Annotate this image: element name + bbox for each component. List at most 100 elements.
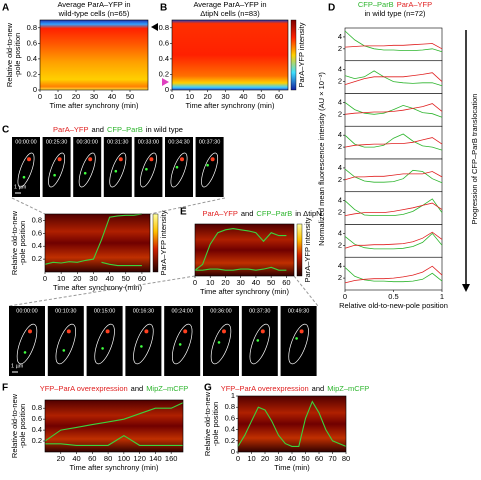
- parB-signal: [295, 337, 298, 340]
- series-line: [344, 231, 443, 249]
- y-tick-label: 0.4: [225, 425, 235, 434]
- y-tick-label: 4: [338, 97, 342, 106]
- parB-signal: [23, 351, 27, 354]
- parB-signal: [53, 173, 56, 177]
- plot-frame: [44, 213, 151, 273]
- title-part: YFP–ParA overexpression: [221, 384, 309, 393]
- parB-signal: [175, 165, 179, 169]
- frame-time: 00:33:00: [138, 139, 159, 145]
- x-tick-label: 30: [221, 92, 229, 101]
- series-line: [344, 102, 443, 118]
- x-tick-label: 40: [252, 278, 260, 287]
- scale-label: 1 µm: [11, 363, 24, 369]
- chart-title: YFP–ParA overexpression and MipZ–mCFP: [221, 384, 370, 393]
- series-line: [44, 213, 142, 265]
- heatmap: [172, 20, 288, 90]
- title-part: MipZ–mCFP: [146, 384, 188, 393]
- parA-signal: [260, 329, 265, 334]
- x-tick-label: 30: [237, 278, 245, 287]
- y-tick-label: 4: [338, 261, 342, 270]
- y-tick-label: 0.8: [27, 23, 37, 32]
- series-line: [44, 402, 184, 442]
- frame-time: 00:16:30: [133, 308, 154, 314]
- series-line: [344, 168, 443, 184]
- y-axis-label: Relative old-to-new: [10, 210, 19, 275]
- x-tick-label: 0: [170, 92, 174, 101]
- heatmap: [195, 224, 294, 276]
- x-tick-label: 10: [54, 92, 62, 101]
- parB-signal: [22, 175, 26, 179]
- microscopy-frame: [86, 306, 123, 376]
- colorbar: [152, 213, 159, 273]
- parA-signal: [222, 329, 226, 334]
- frame-time: 00:00:00: [15, 139, 36, 145]
- x-tick-label: 50: [301, 454, 309, 463]
- x-tick-label: 30: [89, 274, 97, 283]
- colorbar: [296, 223, 303, 277]
- y-axis-label: Relative old-to-new: [10, 393, 19, 458]
- series-line: [344, 70, 443, 87]
- cell-outline: [55, 323, 77, 365]
- x-tick-label: 0: [193, 278, 197, 287]
- cell-outline: [249, 323, 271, 365]
- x-tick-label: 60: [282, 278, 290, 287]
- y-tick-label: 0: [33, 85, 37, 94]
- x-tick-label: 0: [38, 92, 42, 101]
- colorbar-label: ParA–YFP intensity: [297, 22, 306, 87]
- plot-frame: [44, 399, 184, 453]
- series-line: [194, 228, 287, 271]
- connectors: [8, 197, 319, 307]
- subplot-frame: [344, 125, 443, 160]
- microscopy-frame: [280, 306, 317, 376]
- y-tick-label: 2: [338, 273, 342, 282]
- x-tick-label: 80: [342, 454, 350, 463]
- parB-signal: [83, 171, 87, 175]
- x-tick-label: 10: [206, 278, 214, 287]
- y-tick-label: 2: [338, 240, 342, 249]
- marker-old-pole: [151, 23, 158, 31]
- series-line: [344, 265, 443, 284]
- y-tick-label: 0.4: [27, 54, 37, 63]
- series-line: [344, 72, 443, 85]
- parA-signal: [105, 329, 110, 334]
- series-line: [344, 133, 443, 151]
- series-line: [344, 171, 443, 181]
- y-tick-label: 0.2: [225, 436, 235, 445]
- y-tick-label: 0.8: [32, 403, 42, 412]
- parA-signal: [183, 329, 188, 334]
- x-tick-label: 20: [57, 454, 65, 463]
- title-part: and: [241, 209, 254, 218]
- frame-time: 00:15:00: [94, 308, 115, 314]
- microscopy-frame: [195, 137, 224, 197]
- cell-outline: [109, 152, 127, 188]
- x-tick-label: 40: [72, 454, 80, 463]
- title-part: CFP–ParB: [358, 0, 394, 9]
- chart-title: ΔtipN cells (n=83): [200, 9, 260, 18]
- x-tick-label: 40: [105, 274, 113, 283]
- y-tick-label: 4: [338, 130, 342, 139]
- parB-signal: [178, 343, 182, 346]
- microscopy-frame: [103, 137, 132, 197]
- parA-signal: [66, 329, 71, 334]
- series-line: [344, 137, 443, 148]
- series-line: [344, 267, 443, 283]
- title-part: and: [91, 125, 104, 134]
- x-tick-label: 20: [72, 92, 80, 101]
- chart-title: wild-type cells (n=65): [58, 9, 130, 18]
- x-tick-label: 20: [204, 92, 212, 101]
- series-line: [101, 261, 142, 267]
- x-tick-label: 40: [288, 454, 296, 463]
- y-tick-label: 4: [338, 196, 342, 205]
- frame-time: 00:25:30: [46, 139, 67, 145]
- parB-signal: [114, 169, 118, 173]
- chart-title: YFP–ParA overexpression and MipZ–mCFP: [40, 384, 189, 393]
- chart-title: Average ParA–YFP in: [193, 0, 266, 9]
- x-tick-label: 30: [90, 92, 98, 101]
- y-tick-label: 1: [231, 391, 235, 400]
- x-tick-label: 120: [133, 454, 146, 463]
- microscopy-frame: [12, 137, 40, 197]
- x-tick-label: 10: [247, 454, 255, 463]
- parA-signal: [180, 157, 184, 162]
- plot-frame: [194, 223, 295, 277]
- subplot-frame: [344, 191, 443, 225]
